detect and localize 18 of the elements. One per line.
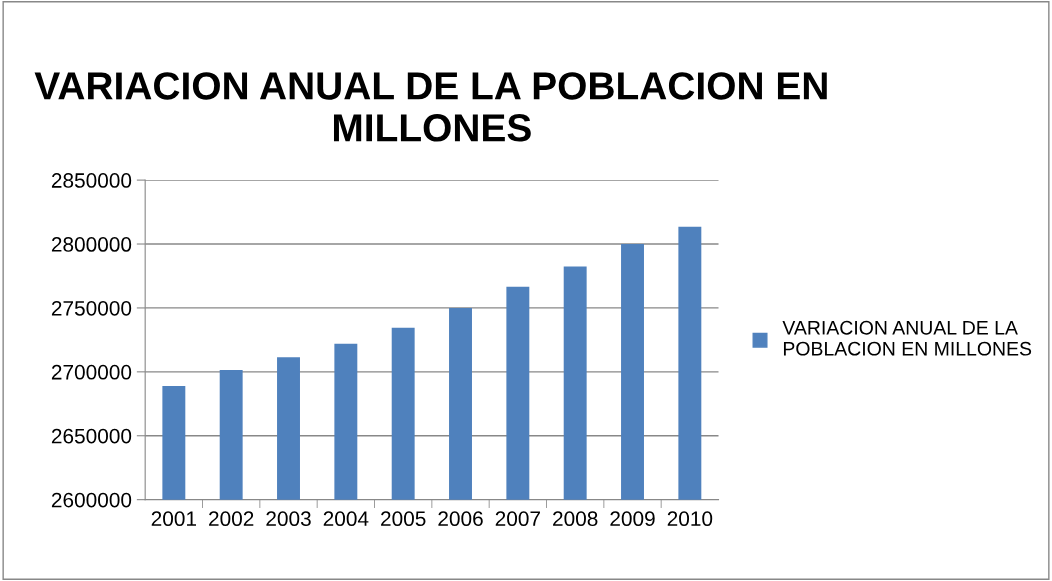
x-tick-label: 2005 [381,511,426,527]
x-tick-label: 2002 [209,511,254,527]
y-tick-label: 2850000 [51,173,132,188]
y-tick-label: 2750000 [51,300,132,316]
y-tick-label: 2800000 [51,237,132,252]
x-tick-label: 2004 [323,511,369,527]
x-tick-label: 2001 [151,511,196,527]
x-tick-label: 2006 [438,511,483,527]
legend-label: VARIACION ANUAL DE LA POBLACION EN MILLONES [782,320,1032,356]
x-tick-label: 2003 [266,511,311,527]
y-tick-label: 2700000 [51,364,132,380]
chart-title: VARIACION ANUAL DE LA POBLACION EN MILLONES [34,72,827,142]
y-tick-label: 2600000 [51,492,132,508]
y-tick-label: 2650000 [51,428,132,444]
x-tick-label: 2007 [495,511,540,527]
x-tick-label: 2009 [610,511,655,527]
x-tick-label: 2010 [667,511,713,527]
x-tick-label: 2008 [553,511,598,527]
